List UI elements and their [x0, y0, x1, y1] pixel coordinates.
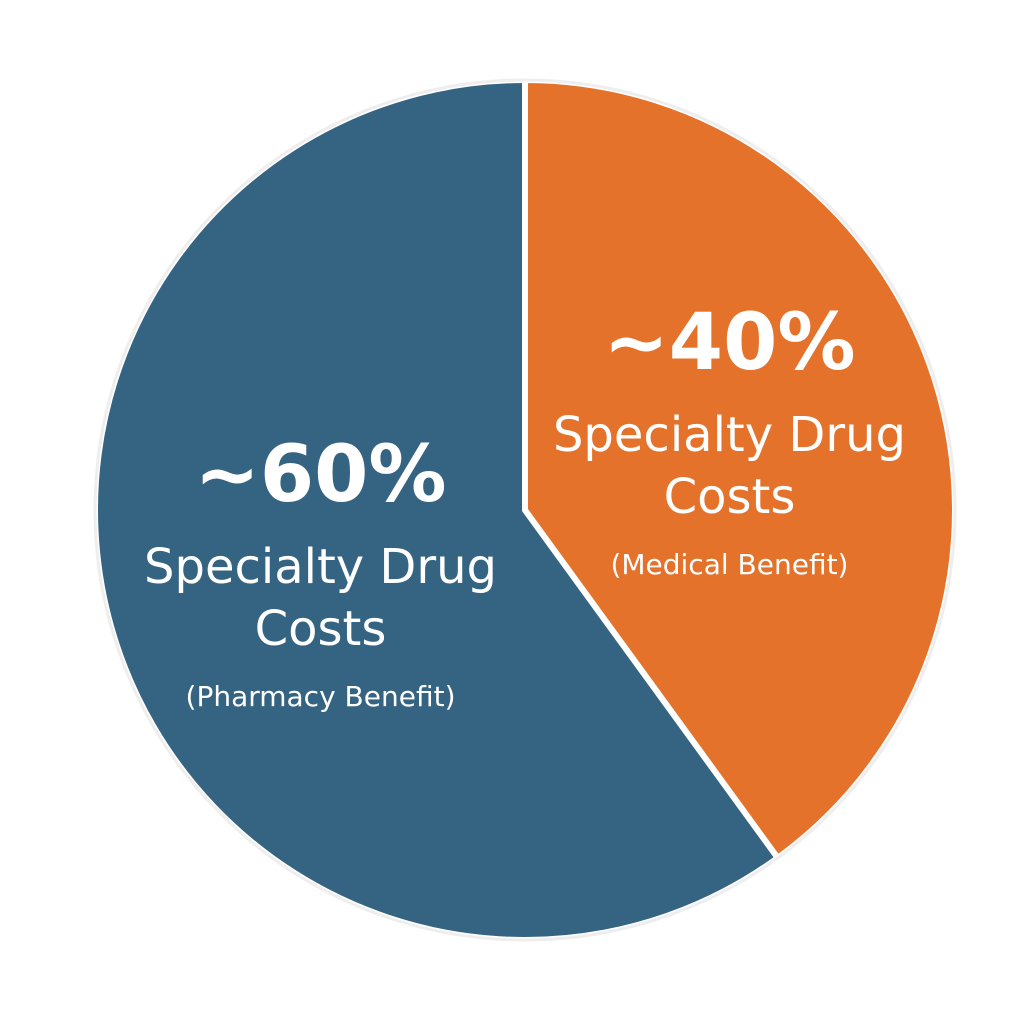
- category-sublabel: (Pharmacy Benefit): [185, 680, 456, 714]
- category-label: Specialty Drug Costs: [144, 539, 498, 658]
- pie-outline: [93, 78, 957, 942]
- value-label: ~40%: [603, 297, 856, 388]
- category-label: Specialty Drug Costs: [552, 406, 906, 525]
- slice-label: ~60% Specialty Drug Costs (Pharmacy Benefi…: [141, 436, 501, 713]
- category-sublabel: (Medical Benefit): [610, 547, 849, 581]
- slice-label: ~40% Specialty Drug Costs (Medical Benefit…: [549, 304, 909, 581]
- value-label: ~60%: [194, 430, 447, 521]
